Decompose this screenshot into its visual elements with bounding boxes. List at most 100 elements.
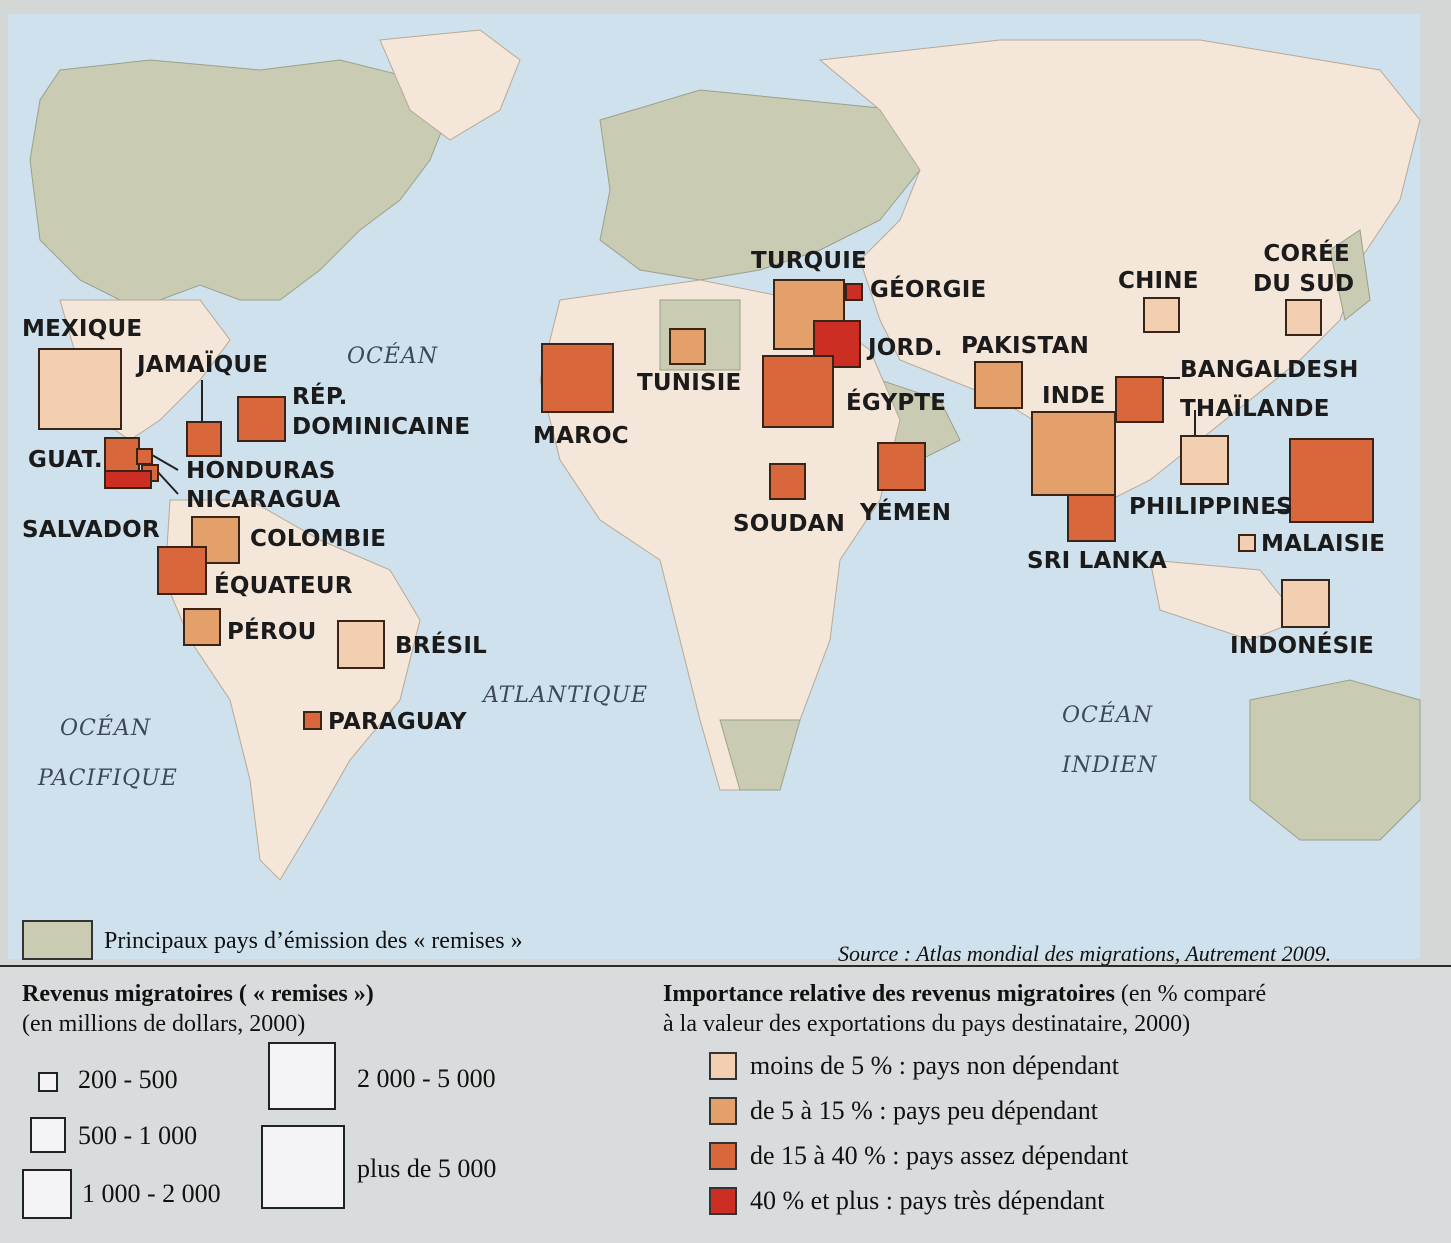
size-legend-title: Revenus migratoires ( « remises ») (22, 981, 374, 1007)
label-coree-line2: DU SUD (1253, 271, 1355, 297)
label-yemen: YÉMEN (860, 500, 952, 526)
label-perou: PÉROU (227, 619, 317, 645)
label-inde: INDE (1042, 383, 1106, 409)
square-thailande[interactable] (1180, 435, 1229, 485)
square-pakistan[interactable] (974, 361, 1023, 409)
north-america-land (29, 59, 451, 301)
australia-land (1249, 679, 1421, 841)
label-chine: CHINE (1118, 268, 1199, 294)
size-label: 200 - 500 (78, 1065, 178, 1094)
size-label: 500 - 1 000 (78, 1121, 198, 1150)
square-rep-dominicaine[interactable] (237, 396, 286, 442)
ocean-label: OCÉAN (60, 716, 152, 741)
square-philippines[interactable] (1289, 438, 1374, 523)
label-sri-lanka: SRI LANKA (1027, 548, 1167, 574)
square-honduras[interactable] (136, 448, 153, 465)
label-coree-line1: CORÉE (1263, 241, 1350, 267)
europe-land (599, 89, 921, 281)
size-box-1000-2000 (22, 1169, 72, 1219)
size-label: plus de 5 000 (357, 1154, 497, 1183)
size-legend-subtitle: (en millions de dollars, 2000) (22, 1011, 306, 1037)
class-label: 40 % et plus : pays très dépendant (750, 1186, 1105, 1215)
label-indonesie: INDONÉSIE (1230, 633, 1375, 659)
size-box-2000-5000 (268, 1042, 336, 1110)
label-salvador: SALVADOR (22, 517, 160, 543)
ocean-label: OCÉAN (1062, 703, 1154, 728)
south-america-land (164, 499, 421, 881)
square-jamaique[interactable] (186, 421, 222, 457)
label-rep-dominicaine: RÉP. DOMINICAINE (292, 384, 470, 440)
importance-title: Importance relative des revenus migratoi… (663, 981, 1115, 1007)
size-label: 2 000 - 5 000 (357, 1064, 496, 1093)
square-jordanie[interactable] (813, 320, 861, 368)
label-philippines: PHILIPPINES (1129, 494, 1293, 520)
square-salvador[interactable] (104, 470, 152, 489)
importance-subtitle-a: (en % comparé (1120, 981, 1267, 1007)
class-swatch (709, 1142, 737, 1170)
ocean-label: OCÉAN (347, 344, 439, 369)
square-georgie[interactable] (845, 283, 863, 301)
label-paraguay: PARAGUAY (328, 709, 467, 735)
label-rep-dominicaine-line1: RÉP. (292, 384, 348, 410)
importance-legend-subtitle: à la valeur des exportations du pays des… (663, 1011, 1191, 1037)
square-mexique[interactable] (38, 348, 122, 430)
square-chine[interactable] (1143, 297, 1180, 333)
label-soudan: SOUDAN (733, 511, 846, 537)
label-thailande: THAÏLANDE (1180, 396, 1330, 422)
label-equateur: ÉQUATEUR (214, 573, 353, 599)
square-egypte[interactable] (762, 355, 834, 428)
class-label: moins de 5 % : pays non dépendant (750, 1051, 1119, 1080)
greenland-land (379, 29, 521, 141)
class-swatch (709, 1052, 737, 1080)
square-malaisie[interactable] (1238, 534, 1256, 552)
japan-land (1329, 229, 1371, 321)
label-georgie: GÉORGIE (870, 277, 987, 303)
square-coree-du-sud[interactable] (1285, 299, 1322, 336)
square-maroc[interactable] (541, 343, 614, 413)
square-indonesie[interactable] (1281, 579, 1330, 628)
emitter-legend-text: Principaux pays d’émission des « remises… (104, 928, 523, 954)
indonesia-land (1149, 559, 1301, 641)
square-equateur[interactable] (157, 546, 207, 595)
square-inde[interactable] (1031, 411, 1116, 496)
importance-legend-title: Importance relative des revenus migratoi… (663, 981, 1266, 1008)
square-yemen[interactable] (877, 442, 926, 491)
square-guatemala[interactable] (104, 437, 140, 474)
label-rep-dominicaine-line2: DOMINICAINE (292, 414, 471, 440)
label-coree-du-sud: CORÉE DU SUD (1253, 241, 1354, 297)
legend-panel: Revenus migratoires ( « remises ») (en m… (0, 965, 1451, 1243)
label-turquie: TURQUIE (751, 248, 867, 274)
label-bangladesh: BANGALDESH (1180, 357, 1359, 383)
label-jamaique: JAMAÏQUE (137, 352, 269, 378)
label-maroc: MAROC (533, 423, 629, 449)
square-bresil[interactable] (337, 620, 385, 669)
label-malaisie: MALAISIE (1261, 531, 1386, 557)
south-africa-emitter (719, 719, 801, 791)
square-paraguay[interactable] (303, 711, 322, 730)
label-mexique: MEXIQUE (22, 316, 143, 342)
class-label: de 15 à 40 % : pays assez dépendant (750, 1141, 1129, 1170)
square-bangladesh[interactable] (1115, 376, 1164, 423)
size-box-200-500 (38, 1072, 58, 1092)
ocean-label: INDIEN (1062, 753, 1158, 778)
class-swatch (709, 1097, 737, 1125)
class-swatch (709, 1187, 737, 1215)
label-tunisie: TUNISIE (637, 370, 742, 396)
label-nicaragua: NICARAGUA (186, 487, 341, 513)
label-pakistan: PAKISTAN (961, 333, 1090, 359)
size-box-500-1000 (30, 1117, 66, 1153)
class-label: de 5 à 15 % : pays peu dépendant (750, 1096, 1099, 1125)
square-soudan[interactable] (769, 463, 806, 500)
asia-land (818, 39, 1421, 501)
label-guatemala: GUAT. (28, 447, 103, 473)
size-box-plus-5000 (261, 1125, 345, 1209)
label-honduras: HONDURAS (186, 458, 336, 484)
label-colombie: COLOMBIE (250, 526, 387, 552)
label-egypte: ÉGYPTE (846, 390, 947, 416)
square-turquie[interactable] (773, 279, 845, 350)
square-perou[interactable] (183, 608, 221, 646)
square-sri-lanka[interactable] (1067, 494, 1116, 542)
ocean-label: ATLANTIQUE (483, 683, 649, 708)
square-tunisie[interactable] (669, 328, 706, 365)
emitter-swatch (22, 920, 93, 960)
